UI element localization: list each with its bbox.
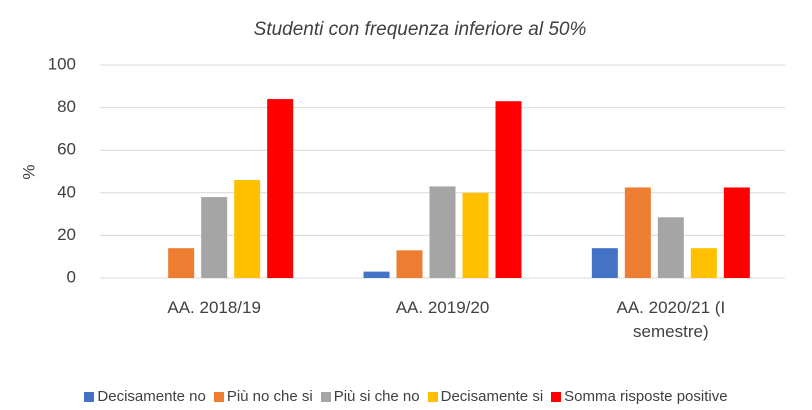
bar [462, 192, 489, 278]
legend-item: Decisamente si [427, 388, 544, 405]
y-tick-label: 100 [48, 54, 76, 73]
bar [591, 248, 618, 278]
bar [267, 99, 294, 278]
y-axis-label: % [19, 164, 38, 179]
legend-swatch [320, 391, 331, 402]
legend-swatch [84, 391, 95, 402]
y-tick-label: 20 [57, 225, 76, 244]
legend-label: Più no che si [226, 388, 313, 405]
y-tick-label: 60 [57, 140, 76, 159]
legend-swatch [427, 391, 438, 402]
legend-item: Più no che si [213, 388, 313, 405]
legend-swatch [551, 391, 562, 402]
bar [201, 197, 228, 278]
x-tick-label: AA. 2020/21 (I semestre) [616, 298, 726, 341]
y-tick-label: 0 [67, 267, 76, 286]
legend-label: Decisamente no [97, 388, 206, 405]
y-tick-label: 40 [57, 182, 76, 201]
bar [624, 187, 651, 278]
bar [657, 217, 684, 278]
legend-item: Più si che no [320, 388, 420, 405]
legend-label: Più si che no [333, 388, 420, 405]
bar [396, 250, 423, 278]
x-tick-label: AA. 2018/19 [167, 298, 261, 317]
legend-label: Somma risposte positive [564, 388, 728, 405]
bar [495, 101, 522, 279]
bar [363, 271, 390, 278]
legend-label: Decisamente si [440, 388, 544, 405]
bar [723, 187, 750, 278]
chart-title: Studenti con frequenza inferiore al 50% [254, 19, 587, 40]
legend-item: Decisamente no [84, 388, 206, 405]
legend-item: Somma risposte positive [551, 388, 728, 405]
bar [690, 248, 717, 278]
bar [168, 248, 195, 278]
bar [234, 180, 261, 278]
x-tick-label: AA. 2019/20 [395, 298, 490, 317]
legend-swatch [213, 391, 224, 402]
legend: Decisamente no Più no che si Più si che no… [0, 388, 812, 405]
y-tick-label: 80 [57, 97, 76, 116]
bar [429, 186, 456, 278]
